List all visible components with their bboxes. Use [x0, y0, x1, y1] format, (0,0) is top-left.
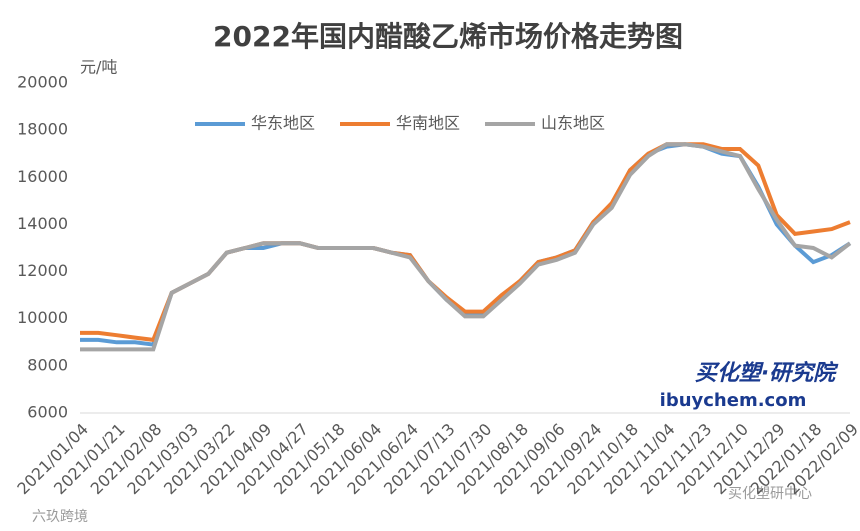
watermark: 六玖跨境	[32, 509, 88, 525]
y-tick-label: 16000	[17, 167, 68, 186]
series-line	[80, 142, 851, 343]
y-tick-label: 18000	[17, 120, 68, 139]
y-tick-label: 14000	[17, 214, 68, 233]
y-tick-label: 20000	[17, 73, 68, 92]
chart-title: 2022年国内醋酸乙烯市场价格走势图	[213, 20, 683, 53]
y-tick-label: 12000	[17, 261, 68, 280]
y-tick-label: 8000	[27, 355, 68, 374]
watermark: 买化塑·研究院	[695, 360, 839, 386]
legend-label: 华南地区	[396, 114, 460, 133]
watermark: 买化塑研中心	[728, 486, 812, 502]
series-line	[80, 142, 852, 352]
y-unit: 元/吨	[80, 58, 117, 77]
watermark: ibuychem.com	[660, 390, 807, 411]
y-tick-label: 6000	[27, 403, 68, 422]
y-tick-label: 10000	[17, 308, 68, 327]
legend-label: 华东地区	[251, 114, 315, 133]
legend-label: 山东地区	[541, 114, 605, 133]
